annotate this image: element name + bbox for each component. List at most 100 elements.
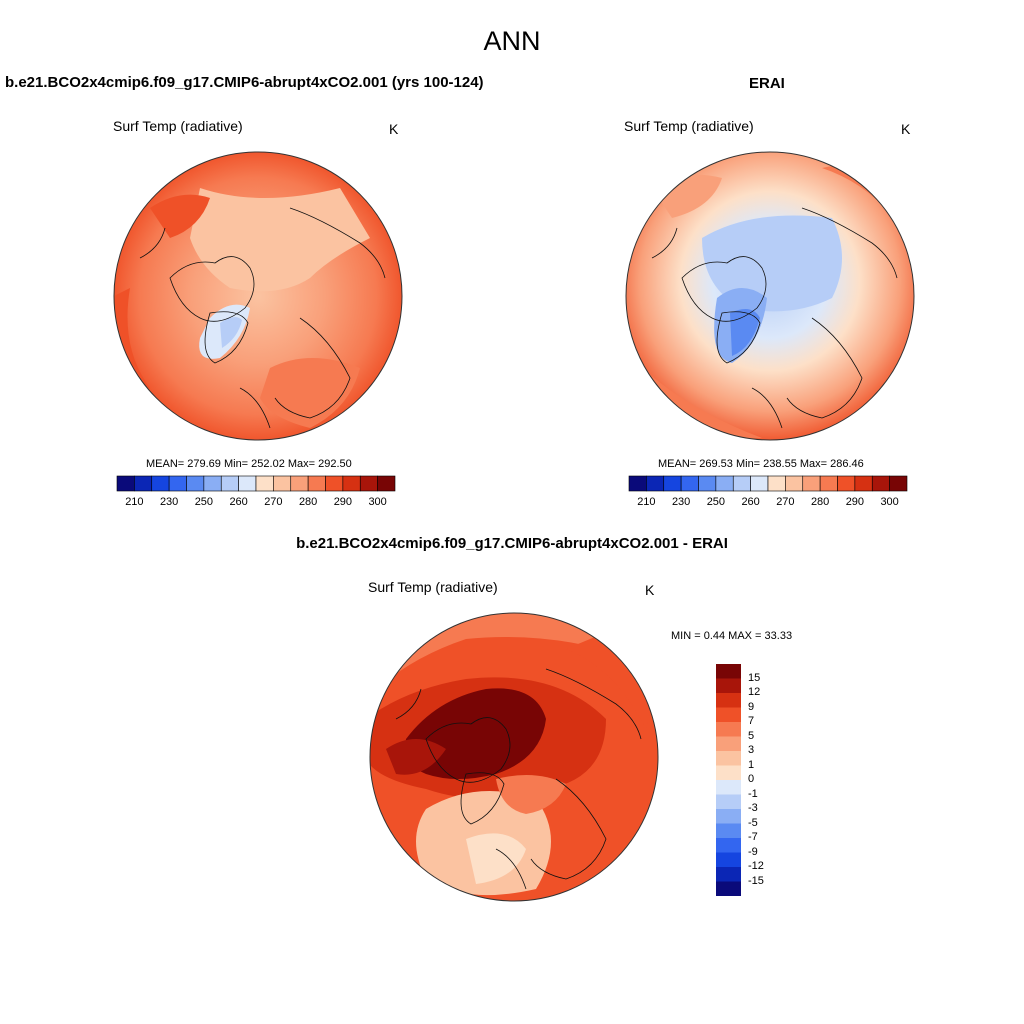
obs-colorbar-tick-label: 270 <box>776 496 795 508</box>
model-colorbar-ticks: 210 230 250 260 270 280 290 300 <box>117 496 395 510</box>
obs-colorbar-box <box>871 475 890 492</box>
model-colorbar-tick-label: 250 <box>194 496 214 508</box>
diff-colorbar-tick-label: 7 <box>748 715 755 727</box>
diff-colorbar-tick-label: 1 <box>748 758 755 771</box>
model-colorbar-tick-label: 290 <box>333 496 353 508</box>
diff-variable-label: Surf Temp (radiative) <box>368 579 498 595</box>
model-colorbar <box>116 475 396 492</box>
model-colorbar-box <box>203 475 222 492</box>
diff-colorbar-tick-label: -15 <box>748 874 764 887</box>
diff-colorbar-tick-label: 15 <box>748 671 761 684</box>
model-units-label: K <box>389 121 399 137</box>
diff-colorbar-tick-label: 5 <box>748 729 755 742</box>
model-colorbar-box <box>325 475 344 492</box>
model-colorbar-box <box>238 475 257 492</box>
model-colorbar-box <box>186 475 205 492</box>
diff-colorbar-tick-label: 0 <box>748 773 755 785</box>
diff-colorbar-tick-label: -5 <box>748 816 758 829</box>
obs-colorbar-box <box>889 475 908 492</box>
model-colorbar-tick-label: 260 <box>229 496 248 508</box>
diff-colorbar-box <box>716 780 741 795</box>
obs-colorbar-box <box>837 475 856 492</box>
diff-colorbar-tick-label: -1 <box>748 787 758 800</box>
obs-colorbar-tick-label: 280 <box>810 496 830 508</box>
model-colorbar-box <box>151 475 170 492</box>
diff-colorbar-box <box>716 765 741 780</box>
diff-colorbar-tick-label: 3 <box>748 744 755 756</box>
obs-colorbar-box <box>802 475 821 492</box>
model-colorbar-box <box>359 475 378 492</box>
obs-units-label: K <box>901 121 911 137</box>
diff-colorbar-box <box>716 736 741 751</box>
diff-colorbar-box <box>716 867 741 882</box>
diff-colorbar-box <box>716 823 741 838</box>
model-colorbar-box <box>255 475 274 492</box>
obs-variable-label: Surf Temp (radiative) <box>624 118 754 134</box>
obs-stats: MEAN= 269.53 Min= 238.55 Max= 286.46 <box>658 458 864 470</box>
diff-colorbar <box>716 664 741 896</box>
diff-colorbar-tick-label: 12 <box>748 686 761 698</box>
model-colorbar-box <box>220 475 239 492</box>
obs-panel-title: ERAI <box>749 75 785 92</box>
diff-colorbar-box <box>716 707 741 722</box>
diff-units-label: K <box>645 582 655 598</box>
model-colorbar-box <box>290 475 309 492</box>
diff-colorbar-box <box>716 678 741 693</box>
obs-colorbar-box <box>646 475 665 492</box>
diff-colorbar-box <box>716 809 741 824</box>
model-colorbar-box <box>307 475 326 492</box>
model-colorbar-tick-label: 280 <box>298 496 318 508</box>
model-colorbar-box <box>273 475 292 492</box>
diff-colorbar-tick-label: -12 <box>748 860 764 872</box>
diff-colorbar-box <box>716 751 741 766</box>
model-panel-title: b.e21.BCO2x4cmip6.f09_g17.CMIP6-abrupt4x… <box>5 74 484 91</box>
obs-colorbar-box <box>854 475 873 492</box>
obs-colorbar-tick-label: 230 <box>671 496 691 508</box>
diff-panel-title: b.e21.BCO2x4cmip6.f09_g17.CMIP6-abrupt4x… <box>296 535 728 552</box>
obs-polar-map <box>625 151 915 441</box>
diff-colorbar-tick-label: -3 <box>748 802 758 814</box>
obs-colorbar-tick-label: 300 <box>880 496 899 508</box>
model-colorbar-box <box>168 475 187 492</box>
obs-colorbar-ticks: 210 230 250 260 270 280 290 300 <box>629 496 907 510</box>
model-colorbar-box <box>377 475 396 492</box>
diff-colorbar-box <box>716 664 741 679</box>
diff-colorbar-ticks: 15 12 9 7 5 3 1 0 -1 -3 -5 -7 -9 -12 -15 <box>748 664 788 896</box>
diff-stats: MIN = 0.44 MAX = 33.33 <box>671 630 793 642</box>
obs-colorbar-box <box>715 475 734 492</box>
obs-colorbar-tick-label: 290 <box>845 496 865 508</box>
model-colorbar-tick-label: 270 <box>264 496 283 508</box>
model-colorbar-tick-label: 300 <box>368 496 387 508</box>
model-colorbar-tick-label: 210 <box>125 496 144 508</box>
diff-polar-map <box>369 612 659 902</box>
diff-colorbar-tick-label: -9 <box>748 845 758 858</box>
diff-colorbar-tick-label: -7 <box>748 831 758 843</box>
model-colorbar-box <box>134 475 153 492</box>
obs-colorbar-box <box>628 475 647 492</box>
obs-colorbar-box <box>785 475 804 492</box>
obs-colorbar-box <box>732 475 751 492</box>
diff-colorbar-tick-label: 9 <box>748 700 755 713</box>
obs-colorbar-tick-label: 210 <box>637 496 656 508</box>
diff-colorbar-box <box>716 794 741 809</box>
figure-title: ANN <box>483 26 541 56</box>
model-colorbar-box <box>342 475 361 492</box>
obs-colorbar-box <box>750 475 769 492</box>
diff-colorbar-box <box>716 852 741 867</box>
diff-colorbar-box <box>716 722 741 737</box>
diff-colorbar-box <box>716 881 741 896</box>
model-colorbar-tick-label: 230 <box>159 496 179 508</box>
diff-colorbar-box <box>716 693 741 708</box>
obs-colorbar-box <box>680 475 699 492</box>
obs-colorbar <box>628 475 908 492</box>
obs-colorbar-box <box>767 475 786 492</box>
diff-colorbar-box <box>716 838 741 853</box>
model-stats: MEAN= 279.69 Min= 252.02 Max= 292.50 <box>146 458 352 470</box>
obs-colorbar-box <box>819 475 838 492</box>
model-variable-label: Surf Temp (radiative) <box>113 118 243 134</box>
obs-colorbar-box <box>663 475 682 492</box>
model-polar-map <box>113 151 403 441</box>
obs-colorbar-tick-label: 250 <box>706 496 726 508</box>
obs-colorbar-box <box>698 475 717 492</box>
obs-colorbar-tick-label: 260 <box>741 496 760 508</box>
